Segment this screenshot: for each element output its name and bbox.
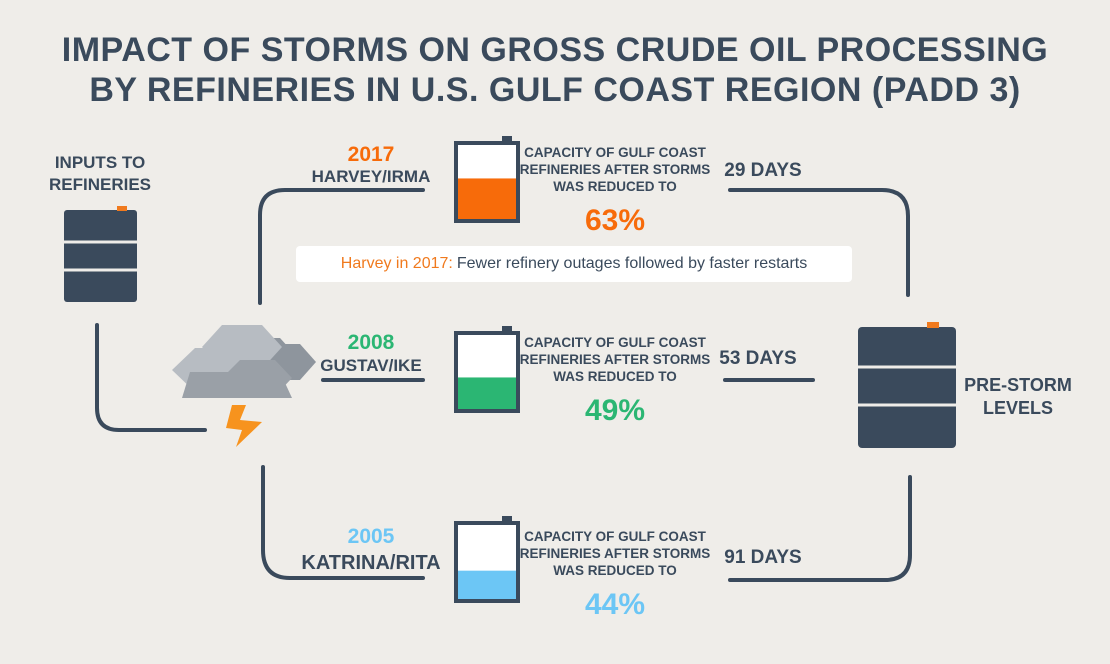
storm-event-row: 2008 GUSTAV/IKE CAPACITY OF GULF COAST REFI… [320,326,797,427]
event-storms: HARVEY/IRMA [312,167,431,186]
can-cap-icon [502,136,512,145]
capacity-caption-line-2: REFINERIES AFTER STORMS [520,162,711,177]
harvey-note: Harvey in 2017: Fewer refinery outages f… [296,246,852,282]
recovery-days: 53 DAYS [719,348,796,369]
capacity-caption-line-3: WAS REDUCED TO [553,179,677,194]
capacity-caption-line-2: REFINERIES AFTER STORMS [520,546,711,561]
top-branch-line [258,188,425,305]
event-storms: GUSTAV/IKE [320,356,421,375]
storm-cloud-icon [172,325,316,398]
event-year: 2008 [348,331,395,354]
note-text: Fewer refinery outages followed by faste… [456,255,808,272]
event-year: 2005 [348,525,395,548]
recovery-days: 29 DAYS [724,160,801,181]
recovery-days: 91 DAYS [724,547,801,568]
capacity-fill [458,178,516,219]
capacity-fill [458,377,516,409]
inputs-label-line-2: REFINERIES [49,175,151,194]
prestorm-label-line-1: PRE-STORM [964,375,1072,395]
inputs-connector [95,323,207,432]
title-line-1: IMPACT OF STORMS ON GROSS CRUDE OIL PROC… [62,31,1048,69]
top-return-line [728,188,910,297]
lightning-icon [226,405,262,447]
event-storms: KATRINA/RITA [301,552,440,574]
storm-event-row: 2005 KATRINA/RITA CAPACITY OF GULF COAST RE… [301,516,802,621]
capacity-percent: 63% [585,204,645,237]
capacity-caption-line-1: CAPACITY OF GULF COAST [524,335,707,350]
capacity-caption-line-2: REFINERIES AFTER STORMS [520,352,711,367]
capacity-percent: 49% [585,394,645,427]
bottom-branch-line [261,465,425,580]
title-line-2: BY REFINERIES IN U.S. GULF COAST REGION … [89,71,1020,109]
can-cap-icon [502,326,512,335]
capacity-caption-line-1: CAPACITY OF GULF COAST [524,145,707,160]
capacity-fill [458,570,516,599]
capacity-caption-line-3: WAS REDUCED TO [553,369,677,384]
inputs-barrel-icon [64,206,137,302]
prestorm-label-line-2: LEVELS [983,398,1053,418]
flow-lines [95,188,912,582]
capacity-percent: 44% [585,588,645,621]
capacity-caption-line-1: CAPACITY OF GULF COAST [524,529,707,544]
can-cap-icon [502,516,512,525]
capacity-caption-line-3: WAS REDUCED TO [553,563,677,578]
bottom-return-line [728,475,912,582]
event-year: 2017 [348,143,395,166]
note-year-label: Harvey in 2017: [340,255,453,272]
inputs-label-line-1: INPUTS TO [55,153,145,172]
prestorm-barrel-icon [858,322,956,448]
